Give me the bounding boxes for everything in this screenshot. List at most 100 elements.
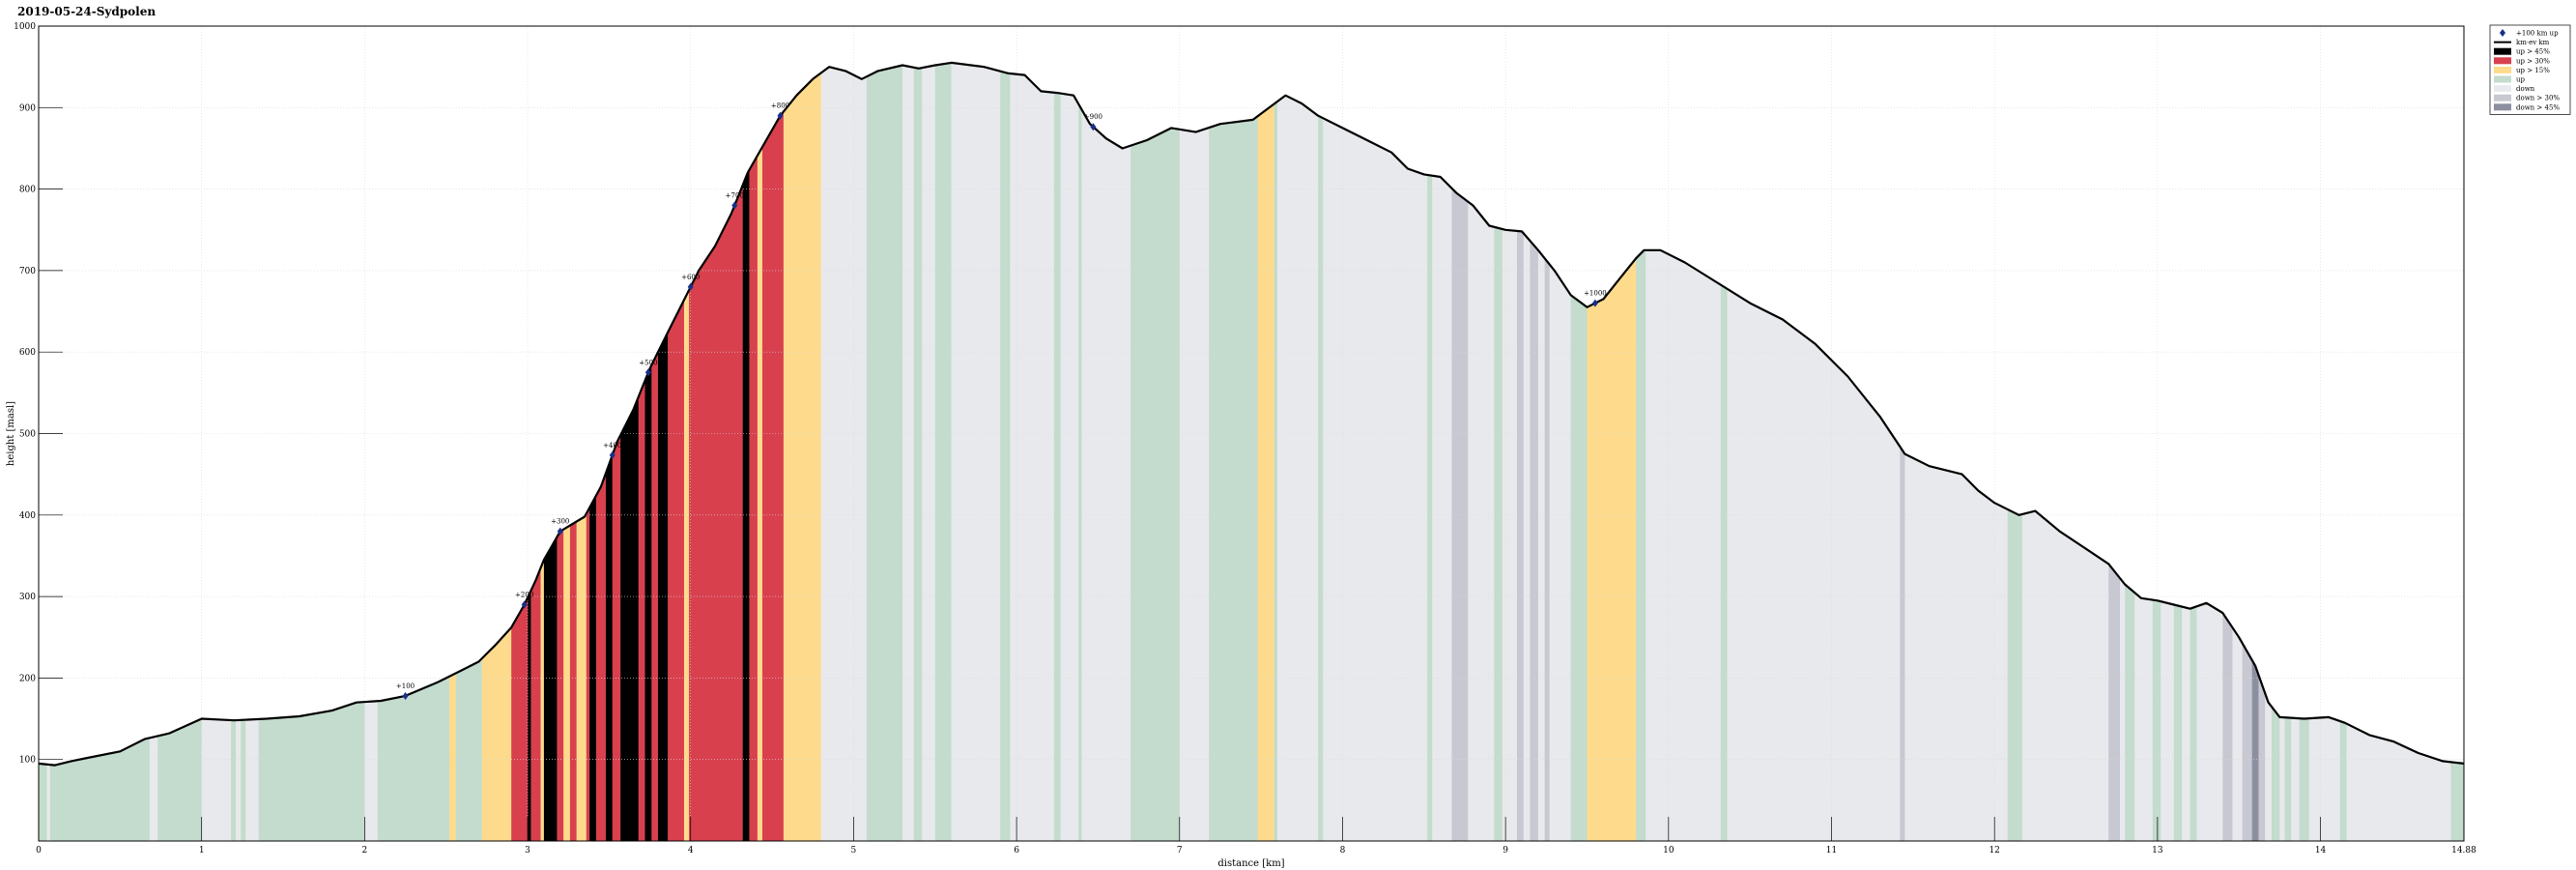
y-tick-label: 400 [19, 511, 36, 521]
x-tick-label: 4 [688, 846, 694, 856]
y-tick-label: 900 [19, 103, 36, 113]
band-down [1276, 26, 1319, 841]
legend-label: down [2516, 85, 2535, 93]
band-down30 [1544, 26, 1550, 841]
band-up15 [1257, 26, 1274, 841]
legend-marker-swatch [2500, 29, 2505, 37]
x-tick-label: 7 [1177, 846, 1183, 856]
x-axis-title: distance [km] [1217, 858, 1284, 869]
legend-swatch-up30 [2494, 57, 2511, 65]
legend-label: up [2516, 76, 2526, 84]
legend-swatch-up [2494, 75, 2511, 83]
band-up45 [644, 26, 652, 841]
climb-marker-label: +200 [515, 592, 533, 599]
band-down [1523, 26, 1531, 841]
legend-label: +100 km up [2516, 30, 2559, 38]
band-up [1000, 26, 1011, 841]
band-down [1060, 26, 1079, 841]
y-tick-label: 700 [19, 267, 36, 276]
legend-swatch-down [2494, 85, 2511, 93]
plot-area: +100 +200 +300 +400 +500 +600 +700 +800 +900 +100… [14, 22, 2476, 856]
legend-label: up > 15% [2516, 67, 2550, 74]
band-up15 [683, 26, 690, 841]
x-tick-label: 2 [361, 846, 367, 856]
band-up [1078, 26, 1082, 841]
legend-swatch-up15 [2494, 66, 2511, 73]
sky-cover-area [39, 26, 2464, 766]
climb-markers: +100 +200 +300 +400 +500 +600 +700 +800 +900 +100… [396, 102, 1607, 700]
x-tick-label: 11 [1826, 846, 1837, 856]
band-up [1636, 26, 1646, 841]
x-tick-label: 3 [525, 846, 530, 856]
profile-line-group [38, 61, 2465, 767]
legend-label: km·ev km [2516, 39, 2550, 46]
climb-marker-label: +900 [1084, 113, 1102, 121]
climb-marker [1591, 299, 1598, 307]
climb-marker [687, 282, 694, 291]
climb-marker [731, 201, 738, 210]
band-down30 [1451, 26, 1469, 841]
climb-marker [644, 368, 651, 377]
x-tick-label: 6 [1014, 846, 1019, 856]
climb-marker-label: +1000 [1584, 290, 1607, 298]
climb-marker-label: +400 [603, 442, 621, 450]
x-tick-label: 0 [36, 846, 42, 856]
legend-swatch-up45 [2494, 47, 2511, 55]
x-tick-label: 14 [2315, 846, 2327, 856]
climb-marker [1090, 123, 1097, 131]
legend-swatch-down30 [2494, 94, 2511, 102]
climb-marker-label: +800 [771, 102, 789, 110]
band-up45 [657, 26, 669, 841]
band-up [1053, 26, 1061, 841]
sky-cover [39, 26, 2464, 766]
x-tick-label: 1 [199, 846, 205, 856]
chart-title: 2019-05-24-Sydpolen [17, 5, 156, 18]
legend-label: up > 45% [2516, 48, 2550, 56]
x-end-tick-label: 14.88 [2451, 846, 2476, 856]
legend-label: down > 45% [2516, 103, 2560, 111]
band-down [1081, 26, 1131, 841]
band-up [1274, 26, 1278, 841]
y-tick-label: 600 [19, 348, 36, 358]
band-up30 [651, 26, 659, 841]
grid-lines [38, 25, 2464, 841]
band-up [1720, 26, 1728, 841]
legend-swatch-down45 [2494, 103, 2511, 111]
band-up15 [757, 26, 763, 841]
profile-line [38, 61, 2465, 767]
band-down [1010, 26, 1055, 841]
band-down30 [1530, 26, 1539, 841]
y-axis-title: height [masl] [6, 401, 16, 466]
climb-marker [777, 111, 784, 120]
y-axis: 100 200 300 400 500 600 700 800 900 1000 [14, 22, 63, 766]
y-tick-label: 800 [19, 186, 36, 195]
climb-marker [521, 600, 528, 609]
x-tick-label: 8 [1340, 846, 1346, 856]
x-tick-label: 10 [1663, 846, 1674, 856]
y-tick-label: 300 [19, 593, 36, 602]
legend-label: down > 30% [2516, 95, 2560, 102]
climb-marker-label: +300 [551, 518, 569, 526]
x-tick-label: 9 [1503, 846, 1508, 856]
y-tick-label: 500 [19, 430, 36, 440]
band-up30 [749, 26, 758, 841]
x-tick-label: 13 [2152, 846, 2163, 856]
climb-marker-label: +700 [726, 191, 744, 199]
climb-marker [609, 450, 615, 459]
y-tick-label: 1000 [14, 22, 36, 32]
climb-marker [557, 527, 563, 536]
legend-label: up > 30% [2516, 57, 2550, 65]
climb-marker-label: +600 [681, 274, 700, 281]
y-tick-label: 200 [19, 674, 36, 683]
x-tick-label: 5 [851, 846, 857, 856]
band-up [913, 26, 923, 841]
band-up [1494, 26, 1503, 841]
climb-marker [402, 691, 409, 700]
band-down [1537, 26, 1545, 841]
x-tick-label: 12 [1989, 846, 1999, 856]
x-axis: 0 1 2 3 4 5 6 7 8 9 10 11 12 13 14 14.88 [36, 817, 2476, 856]
band-up [1427, 26, 1433, 841]
climb-marker-label: +500 [639, 359, 657, 366]
